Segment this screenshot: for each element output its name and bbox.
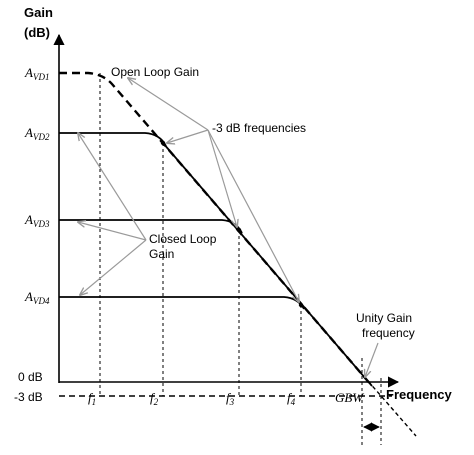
- open-loop-curve: [59, 71, 373, 387]
- zero-db-label: 0 dB: [18, 370, 43, 384]
- gain-label-avd4: AVD4: [24, 289, 50, 306]
- gain-label-avd1: AVD1: [24, 65, 49, 82]
- freq-label-f4: f4: [287, 390, 296, 407]
- minus3-db-frequencies-label: -3 dB frequencies: [212, 121, 306, 135]
- closed-loop-gain-label-1: Closed Loop: [149, 232, 217, 246]
- minus3-db-label: -3 dB: [14, 390, 43, 404]
- closed-loop-curve-4: [59, 296, 305, 310]
- closed-loop-curve-2: [59, 132, 167, 147]
- x-axis-label: Frequency: [386, 387, 453, 402]
- freq-label-f2: f2: [150, 390, 159, 407]
- closed-loop-gain-label-2: Gain: [149, 247, 174, 261]
- gain-label-avd3: AVD3: [24, 212, 50, 229]
- freq-label-f3: f3: [226, 390, 235, 407]
- y-axis-label-unit: (dB): [24, 25, 50, 40]
- annotation-arrows: [78, 78, 379, 377]
- y-axis-label-gain: Gain: [24, 5, 53, 20]
- gbw-label: GBW: [335, 390, 364, 405]
- open-loop-extension: [367, 380, 417, 437]
- frequency-drop-lines: [99, 73, 382, 445]
- gain-label-avd2: AVD2: [24, 125, 50, 142]
- freq-label-f1: f1: [88, 390, 96, 407]
- unity-gain-label-2: frequency: [362, 326, 415, 340]
- corner-points: [160, 140, 304, 308]
- unity-gain-label-1: Unity Gain: [356, 311, 412, 325]
- open-loop-gain-label: Open Loop Gain: [111, 65, 199, 79]
